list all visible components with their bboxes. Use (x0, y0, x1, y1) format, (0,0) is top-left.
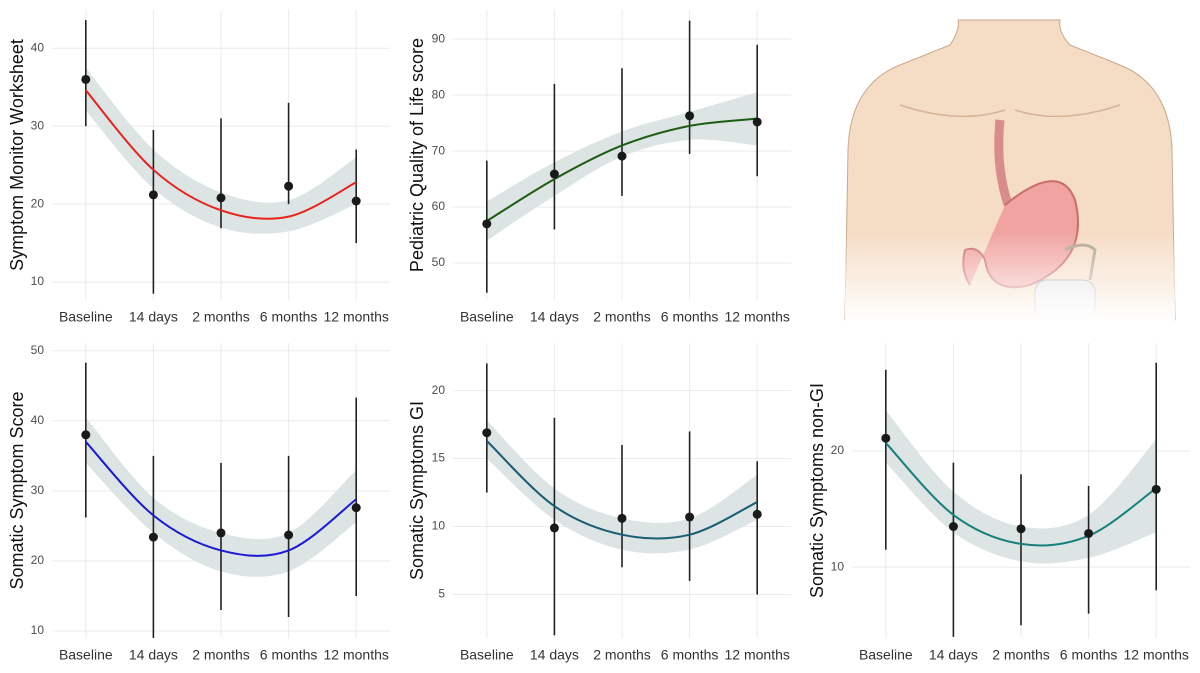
x-tick-label: 6 months (661, 309, 719, 325)
fit-line (85, 89, 357, 220)
point (148, 190, 158, 200)
x-tick-label: Baseline (59, 647, 113, 663)
point (617, 513, 627, 523)
y-tick-label: 10 (31, 623, 45, 637)
point (752, 509, 762, 519)
y-tick-label: 40 (31, 40, 45, 54)
y-axis-label: Pediatric Quality of Life score (407, 38, 427, 272)
y-tick-label: 50 (432, 255, 446, 269)
point (881, 433, 891, 443)
y-tick-label: 5 (438, 587, 445, 601)
point (948, 522, 958, 532)
x-tick-label: 2 months (992, 647, 1050, 663)
y-tick-label: 40 (31, 413, 45, 427)
y-tick-label: 80 (432, 87, 446, 101)
fit-line (85, 441, 357, 557)
x-tick-label: 6 months (1060, 647, 1118, 663)
point (685, 111, 695, 121)
y-tick-label: 30 (31, 118, 45, 132)
x-tick-label: Baseline (859, 647, 913, 663)
x-tick-label: 6 months (260, 647, 318, 663)
x-tick-label: 2 months (593, 309, 651, 325)
point (284, 530, 294, 540)
point (549, 169, 559, 179)
panel: 50 60 70 80 90 Baseline 14 days 2 months 6 month… (407, 10, 791, 325)
point (752, 117, 762, 127)
x-tick-label: 2 months (192, 309, 250, 325)
y-axis-label: Somatic Symptom Score (7, 391, 27, 589)
y-tick-label: 20 (432, 383, 446, 397)
y-tick-label: 30 (31, 483, 45, 497)
y-axis-label: Somatic Symptoms GI (407, 401, 427, 580)
panel: 5 10 15 20 Baseline 14 days 2 months 6 months 12… (407, 343, 791, 663)
y-tick-label: 60 (432, 199, 446, 213)
panel: 10 20 30 40 Baseline 14 days 2 months 6 months 1… (7, 10, 390, 325)
fit-line (486, 117, 758, 222)
y-axis-label: Somatic Symptoms non-GI (807, 383, 827, 598)
point (482, 428, 492, 438)
y-tick-label: 70 (432, 143, 446, 157)
point (1084, 528, 1094, 538)
x-tick-label: Baseline (460, 647, 514, 663)
x-tick-label: 12 months (725, 309, 790, 325)
point (81, 430, 91, 440)
x-tick-label: 6 months (661, 647, 719, 663)
panel: 10 20 30 40 50 Baseline 14 days 2 months 6 month… (7, 343, 390, 663)
point (1016, 524, 1026, 534)
x-tick-label: 12 months (324, 309, 389, 325)
fit-line (885, 442, 1157, 547)
x-tick-label: Baseline (460, 309, 514, 325)
point (216, 193, 226, 203)
point (685, 512, 695, 522)
point (148, 532, 158, 542)
point (351, 503, 361, 513)
point (351, 196, 361, 206)
x-tick-label: 14 days (129, 309, 178, 325)
point (284, 181, 294, 191)
point (617, 151, 627, 161)
x-tick-label: 14 days (530, 309, 579, 325)
illustration (844, 19, 1176, 322)
point (549, 523, 559, 533)
x-tick-label: 2 months (192, 647, 250, 663)
panel: 10 20 Baseline 14 days 2 months 6 months 12 mo… (807, 343, 1190, 663)
y-tick-label: 10 (31, 274, 45, 288)
y-tick-label: 15 (432, 451, 446, 465)
x-tick-label: 12 months (324, 647, 389, 663)
y-tick-label: 20 (31, 553, 45, 567)
point (1151, 484, 1161, 494)
x-tick-label: 14 days (530, 647, 579, 663)
fit-line (486, 440, 758, 540)
x-tick-label: Baseline (59, 309, 113, 325)
point (81, 74, 91, 84)
y-tick-label: 10 (432, 519, 446, 533)
point (216, 528, 226, 538)
x-tick-label: 14 days (929, 647, 978, 663)
y-tick-label: 20 (831, 443, 845, 457)
x-tick-label: 12 months (1124, 647, 1189, 663)
y-axis-label: Symptom Monitor Worksheet (7, 39, 27, 271)
y-tick-label: 90 (432, 31, 446, 45)
y-tick-label: 10 (831, 559, 845, 573)
x-tick-label: 6 months (260, 309, 318, 325)
x-tick-label: 12 months (725, 647, 790, 663)
y-tick-label: 50 (31, 343, 45, 357)
point (482, 219, 492, 229)
x-tick-label: 2 months (593, 647, 651, 663)
y-tick-label: 20 (31, 196, 45, 210)
x-tick-label: 14 days (129, 647, 178, 663)
